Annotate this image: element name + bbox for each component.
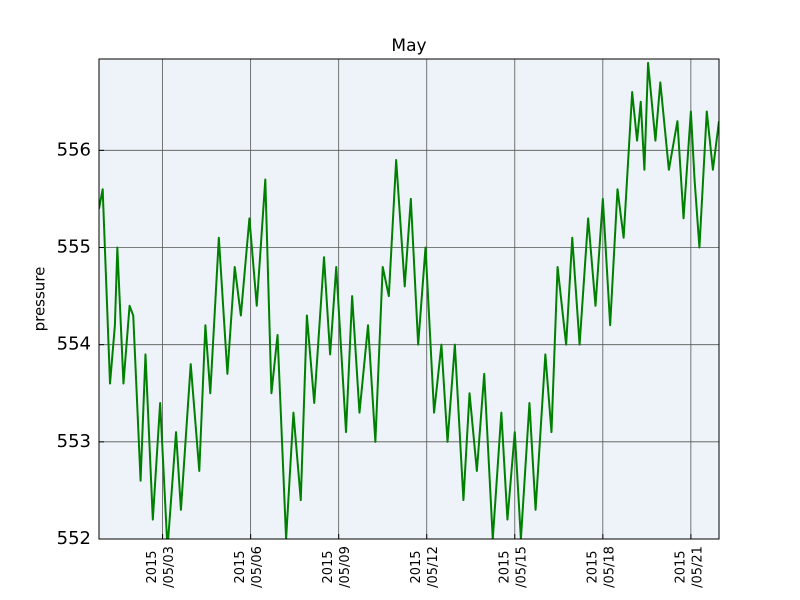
x-tick-label-line: 2015 [585, 550, 600, 583]
y-axis-label: pressure [31, 267, 49, 332]
x-tick-label: 2015/05/06 [233, 546, 265, 588]
plot-area [99, 59, 719, 539]
x-tick-label-line: /05/06 [250, 546, 265, 588]
x-tick-label: 2015/05/21 [673, 546, 705, 588]
x-tick-label-line: 2015 [673, 550, 688, 583]
y-tick-label: 553 [57, 431, 91, 452]
x-tick-label-line: /05/12 [426, 546, 441, 588]
x-tick-label-line: 2015 [321, 550, 336, 583]
x-tick-label: 2015/05/12 [409, 546, 441, 588]
y-tick-label: 556 [57, 139, 91, 160]
plot-frame [98, 58, 720, 540]
x-tick-label-line: /05/03 [162, 546, 177, 588]
x-tick-label-line: /05/18 [602, 546, 617, 588]
y-tick-label: 552 [57, 528, 91, 549]
x-tick-label-line: /05/21 [690, 546, 705, 588]
x-tick-label: 2015/05/15 [497, 546, 529, 588]
y-tick-label: 555 [57, 237, 91, 258]
y-tick-label: 554 [57, 334, 91, 355]
x-tick-label-line: 2015 [145, 550, 160, 583]
chart-title: May [391, 36, 426, 56]
data-line [99, 61, 719, 539]
x-tick-label-line: /05/15 [514, 546, 529, 588]
x-tick-label-line: 2015 [409, 550, 424, 583]
x-tick-label: 2015/05/18 [585, 546, 617, 588]
x-tick-label: 2015/05/09 [321, 546, 353, 588]
x-tick-label-line: 2015 [233, 550, 248, 583]
x-tick-label: 2015/05/03 [145, 546, 177, 588]
x-tick-label-line: /05/09 [338, 546, 353, 588]
x-tick-label-line: 2015 [497, 550, 512, 583]
